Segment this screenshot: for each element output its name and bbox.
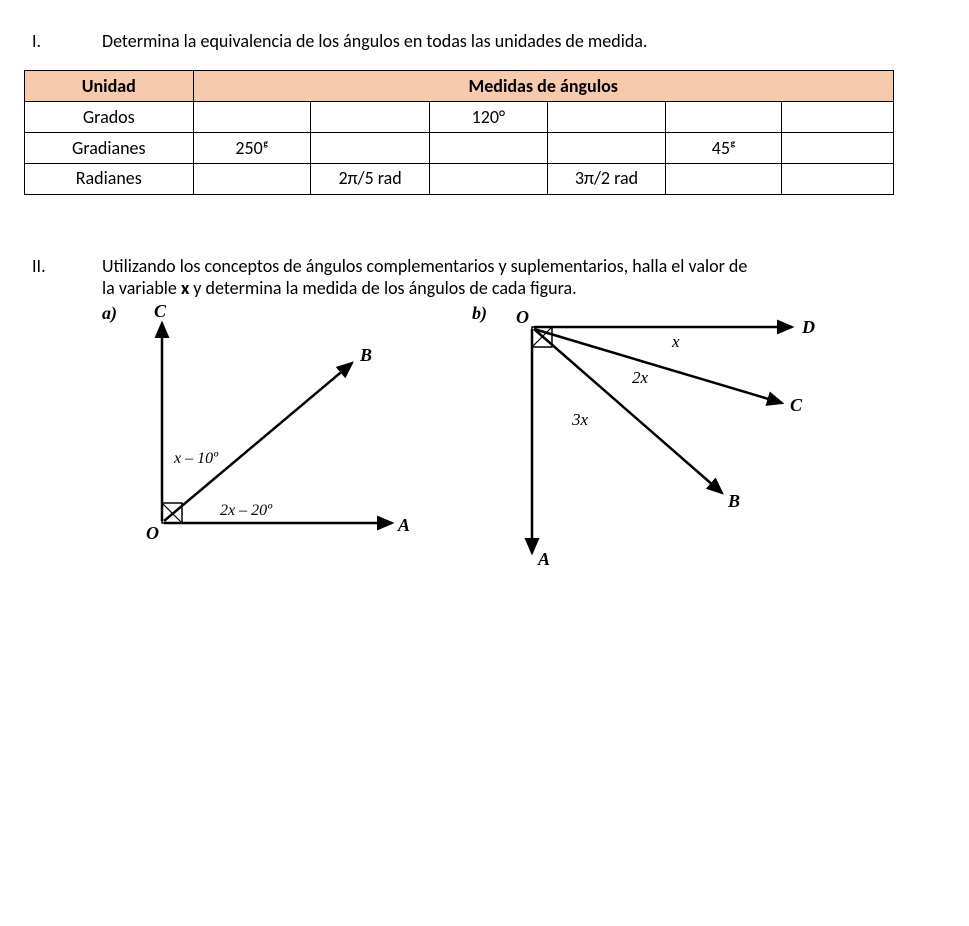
- fig-a-angle-upper: x – 10º: [173, 450, 219, 467]
- q2-number: II.: [24, 255, 102, 277]
- fig-b-angle-2x: 2x: [632, 368, 649, 387]
- cell-grados-4: [547, 102, 665, 133]
- cell-grados-6: [782, 102, 894, 133]
- cell-gradianes-5: 45ᵍ: [666, 133, 782, 164]
- figure-b-svg: O D C B A x 2x 3x: [472, 303, 842, 573]
- cell-radianes-2: 2π/5 rad: [311, 164, 429, 195]
- fig-b-angle-3x: 3x: [571, 410, 589, 429]
- cell-gradianes-6: [782, 133, 894, 164]
- cell-grados-1: [193, 102, 311, 133]
- fig-b-D: D: [801, 317, 815, 337]
- row-radianes: Radianes 2π/5 rad 3π/2 rad: [25, 164, 894, 195]
- cell-grados-5: [666, 102, 782, 133]
- fig-b-O: O: [516, 307, 529, 327]
- q1-text: Determina la equivalencia de los ángulos…: [102, 30, 945, 52]
- fig-b-B: B: [727, 491, 740, 511]
- figures-container: a): [102, 303, 945, 578]
- row-gradianes: Gradianes 250ᵍ 45ᵍ: [25, 133, 894, 164]
- cell-radianes-5: [666, 164, 782, 195]
- cell-radianes-6: [782, 164, 894, 195]
- table-header-row: Unidad Medidas de ángulos: [25, 71, 894, 102]
- angle-conversion-table: Unidad Medidas de ángulos Grados 120° Gr…: [24, 70, 894, 195]
- header-measures: Medidas de ángulos: [193, 71, 893, 102]
- label-gradianes: Gradianes: [25, 133, 194, 164]
- fig-b-A: A: [537, 549, 550, 569]
- cell-grados-2: [311, 102, 429, 133]
- cell-radianes-4: 3π/2 rad: [547, 164, 665, 195]
- fig-b-angle-x: x: [671, 332, 680, 351]
- q2-line2a: la variable: [102, 277, 181, 299]
- fig-a-label: a): [102, 303, 117, 324]
- header-unit: Unidad: [25, 71, 194, 102]
- fig-a-B: B: [359, 345, 372, 365]
- figure-a: a): [102, 303, 432, 578]
- cell-radianes-3: [429, 164, 547, 195]
- fig-b-label: b): [472, 303, 487, 324]
- figure-a-svg: O A B C x – 10º 2x – 20º: [102, 303, 432, 563]
- figure-b: b): [472, 303, 842, 578]
- cell-gradianes-3: [429, 133, 547, 164]
- label-radianes: Radianes: [25, 164, 194, 195]
- fig-a-O: O: [146, 523, 159, 543]
- fig-b-C: C: [790, 395, 803, 415]
- cell-gradianes-1: 250ᵍ: [193, 133, 311, 164]
- row-grados: Grados 120°: [25, 102, 894, 133]
- q2-line2b: y determina la medida de los ángulos de …: [189, 277, 576, 299]
- fig-a-angle-lower: 2x – 20º: [220, 502, 273, 519]
- question-1: I. Determina la equivalencia de los ángu…: [24, 30, 945, 52]
- cell-gradianes-4: [547, 133, 665, 164]
- q1-number: I.: [24, 30, 102, 52]
- fig-a-C: C: [154, 303, 167, 321]
- cell-grados-3: 120°: [429, 102, 547, 133]
- question-2: II. Utilizando los conceptos de ángulos …: [24, 255, 945, 578]
- q2-line1: Utilizando los conceptos de ángulos comp…: [102, 255, 747, 277]
- fig-a-A: A: [397, 515, 410, 535]
- label-grados: Grados: [25, 102, 194, 133]
- cell-gradianes-2: [311, 133, 429, 164]
- q2-var: x: [181, 277, 189, 299]
- q2-text: Utilizando los conceptos de ángulos comp…: [102, 255, 945, 578]
- cell-radianes-1: [193, 164, 311, 195]
